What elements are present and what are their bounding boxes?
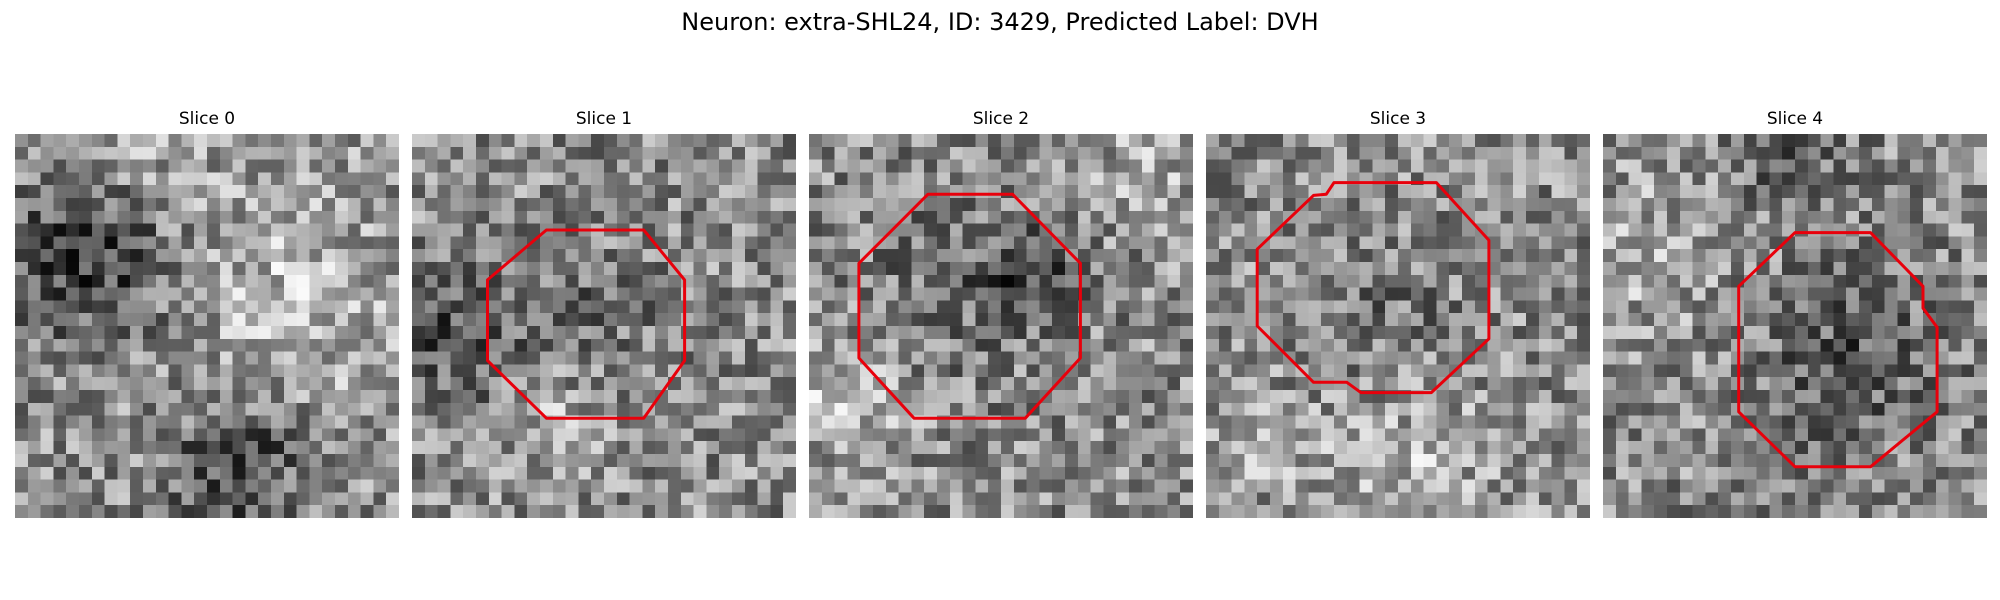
- slice-image-2: [809, 134, 1193, 518]
- roi-contour-3: [1255, 181, 1491, 395]
- slice-image-1: [412, 134, 796, 518]
- slice-image-3: [1206, 134, 1590, 518]
- slice-title-4: Slice 4: [1766, 109, 1824, 129]
- slice-image-4: [1603, 134, 1987, 518]
- slice-image-0: [15, 134, 399, 518]
- figure-title: Neuron: extra-SHL24, ID: 3429, Predicted…: [681, 8, 1319, 36]
- roi-contour-1: [486, 228, 687, 420]
- slice-title-3: Slice 3: [1369, 109, 1427, 129]
- slice-title-2: Slice 2: [972, 109, 1030, 129]
- roi-contour-4: [1737, 231, 1939, 469]
- slice-title-0: Slice 0: [178, 109, 236, 129]
- roi-contour-2: [857, 192, 1082, 420]
- slice-title-1: Slice 1: [575, 109, 633, 129]
